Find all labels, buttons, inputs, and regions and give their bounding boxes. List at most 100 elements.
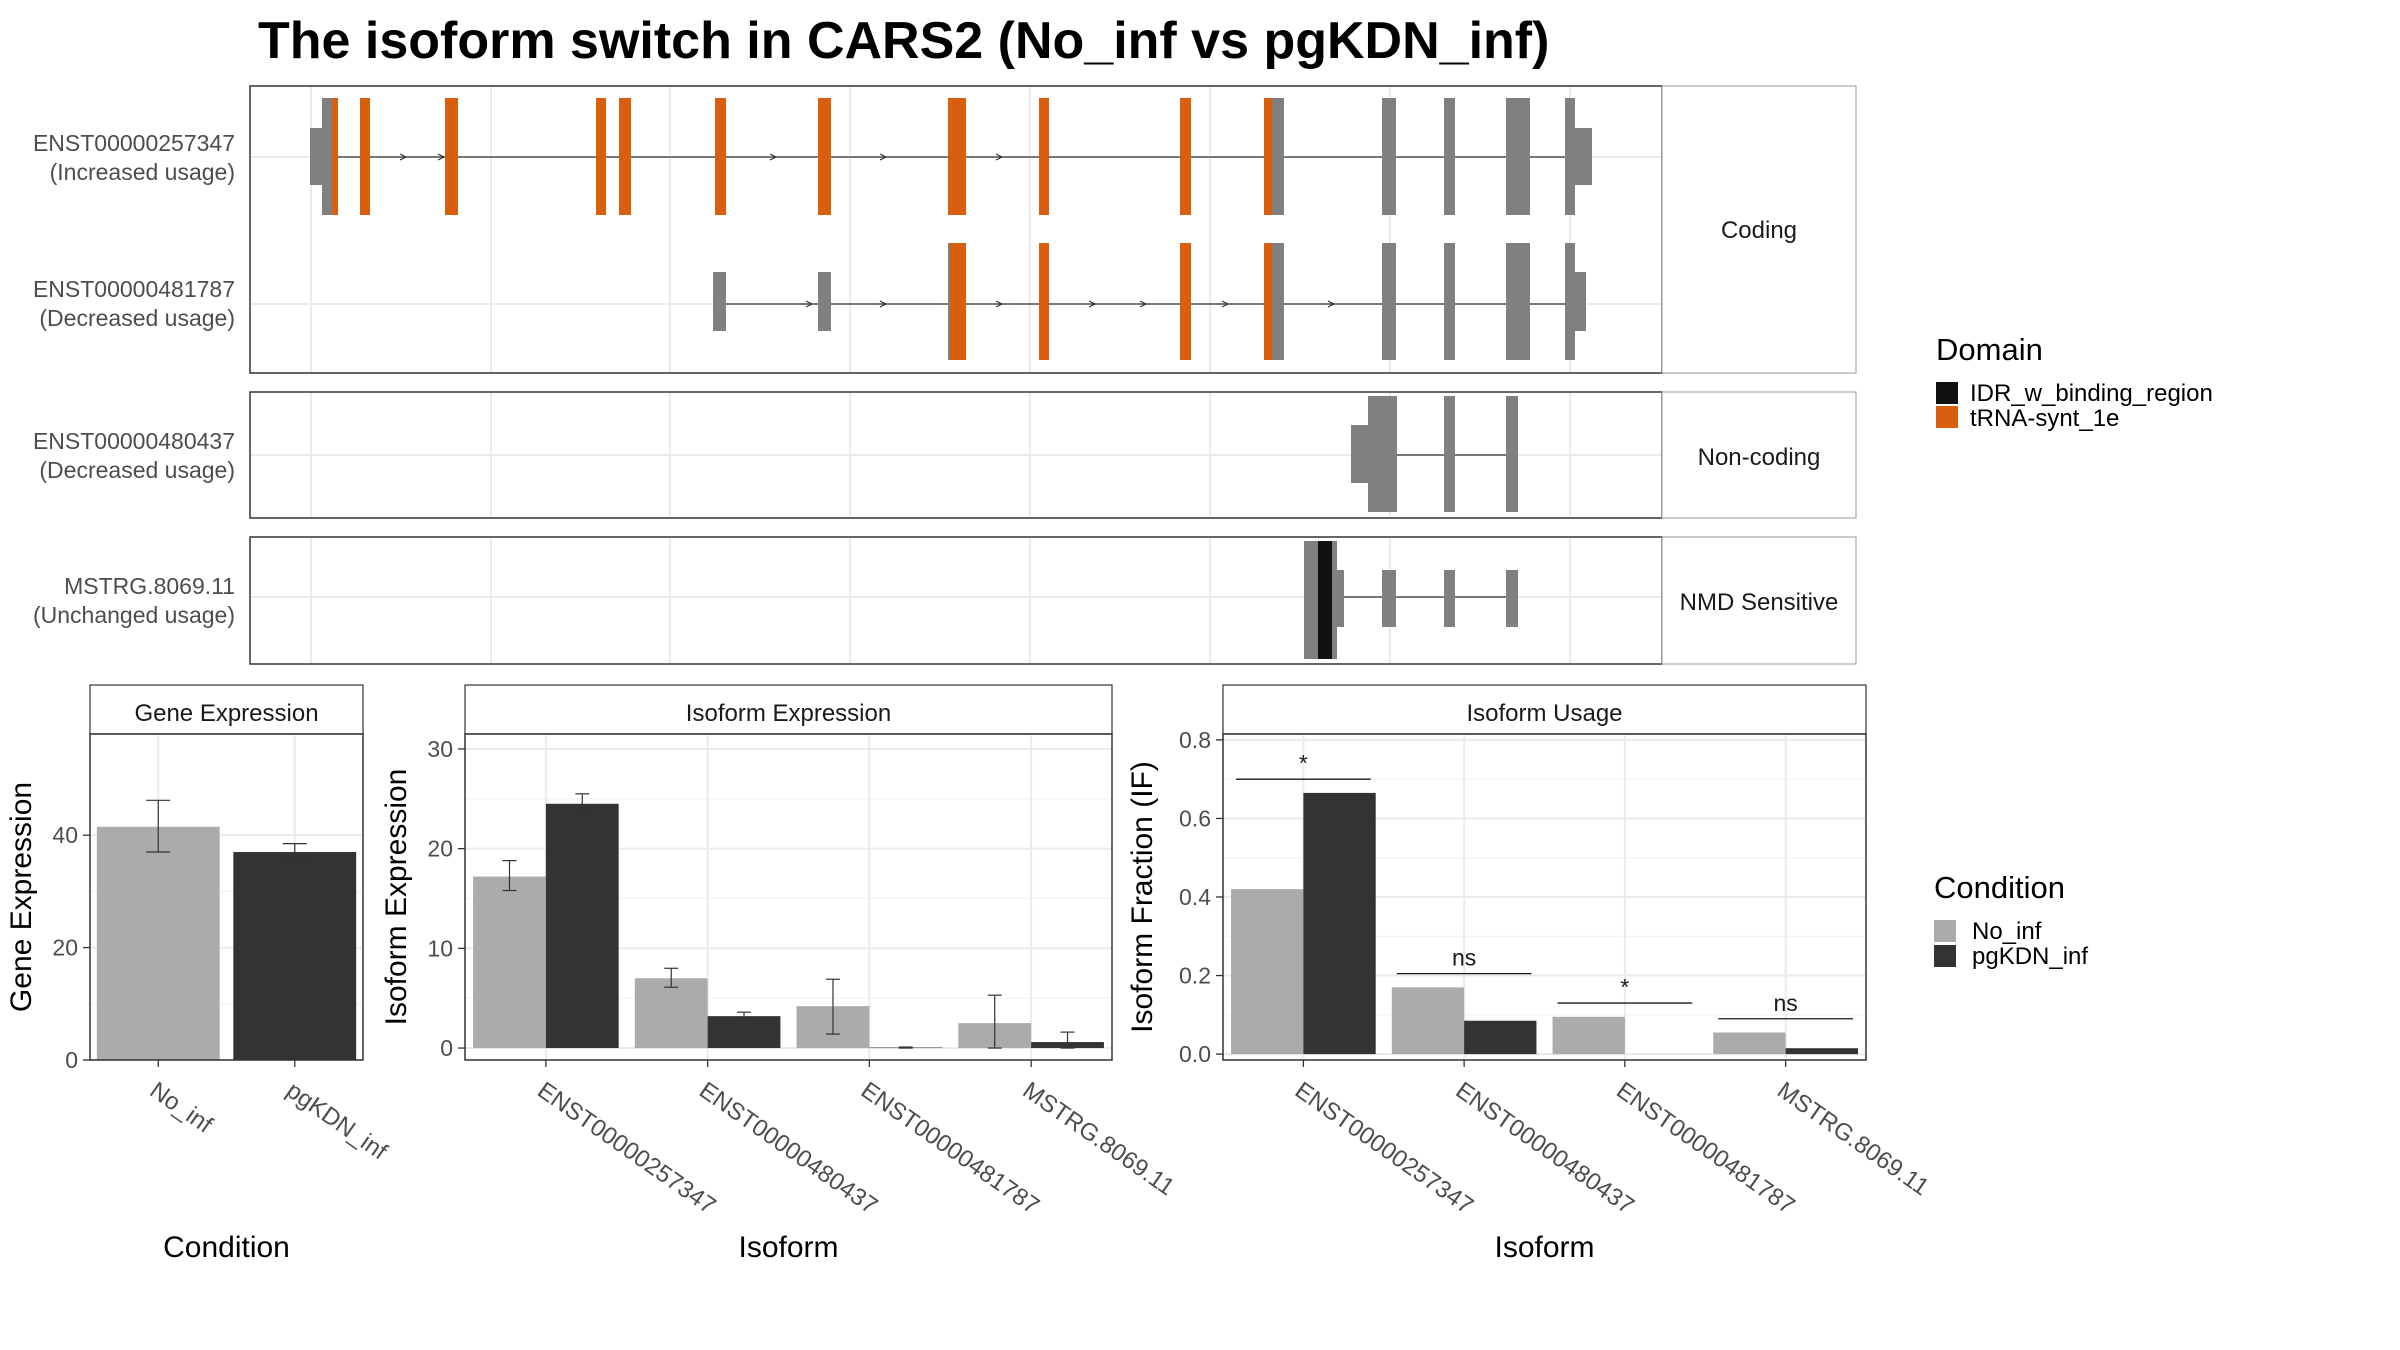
domain-legend: Domain IDR_w_binding_region tRNA-synt_1e: [1936, 332, 2213, 432]
y-tick-label: 0: [65, 1047, 78, 1073]
x-tick-label: pgKDN_inf: [281, 1077, 392, 1166]
bar-No_inf: [1231, 889, 1304, 1055]
domain-exon-trna: [332, 98, 338, 215]
exon-block: [1444, 243, 1455, 360]
condition-legend-label-no-inf: No_inf: [1972, 918, 2042, 945]
transcript-label-3-usage: (Decreased usage): [39, 457, 235, 483]
intron-direction-arrow: [399, 153, 408, 161]
y-tick-label: 10: [427, 935, 453, 961]
utr-block: [1506, 570, 1518, 627]
y-tick-label: 40: [52, 822, 78, 848]
intron-direction-arrow: [995, 153, 1004, 161]
panel-strip-title: Isoform Expression: [686, 700, 891, 727]
intron-direction-arrow: [879, 153, 888, 161]
bar-pgKDN_inf: [1303, 792, 1376, 1055]
domain-legend-label-trna: tRNA-synt_1e: [1970, 405, 2119, 432]
transcript-label-2-usage: (Decreased usage): [39, 305, 235, 331]
domain-legend-swatch-trna: [1936, 406, 1958, 428]
exon-block: [322, 98, 332, 215]
domain-exon-trna: [596, 98, 606, 215]
transcript-label-1-usage: (Increased usage): [50, 159, 235, 185]
significance-label: ns: [1452, 945, 1476, 971]
figure-title: The isoform switch in CARS2 (No_inf vs p…: [258, 12, 1549, 70]
isoform-usage-panel: Isoform Usage * ns * ns 0.0 0.2 0.4 0.6 0.8 ENST00…: [1126, 684, 1934, 1264]
condition-legend-title: Condition: [1934, 870, 2065, 905]
domain-legend-swatch-idr: [1936, 382, 1958, 404]
y-tick-label: 0.2: [1179, 963, 1211, 989]
intron-direction-arrow: [1221, 300, 1230, 308]
transcript-label-4-id: MSTRG.8069.11: [64, 573, 235, 599]
domain-exon-trna: [948, 98, 966, 215]
exon-block: [1506, 396, 1518, 512]
exon-block: [818, 272, 831, 331]
utr-block: [310, 128, 322, 185]
domain-exon-trna: [950, 243, 966, 360]
panel-strip-title: Gene Expression: [134, 700, 318, 727]
bar-No_inf: [634, 978, 708, 1049]
intron-direction-arrow: [437, 153, 446, 161]
panel-border: [464, 733, 1113, 1061]
bar-No_inf: [1391, 987, 1465, 1055]
facet-strip-non-coding: [1661, 391, 1857, 519]
transcript-structure-panel: Coding Non-coding NMD Sensitive ENST0000…: [33, 85, 1857, 665]
bar-pgKDN_inf: [233, 852, 357, 1060]
transcript-label-1-id: ENST00000257347: [33, 130, 235, 156]
domain-legend-label-idr: IDR_w_binding_region: [1970, 380, 2213, 407]
utr-block: [1575, 128, 1592, 185]
exon-block: [1565, 243, 1575, 360]
domain-exon-trna: [1264, 98, 1272, 215]
y-tick-label: 0.6: [1179, 805, 1211, 831]
x-tick-label: ENST00000481787: [856, 1077, 1044, 1220]
x-tick-label: No_inf: [145, 1077, 218, 1139]
utr-block: [1351, 425, 1368, 483]
transcript-label-3-id: ENST00000480437: [33, 428, 235, 454]
facet-label-non-coding: Non-coding: [1698, 444, 1821, 471]
x-tick-label: ENST00000480437: [1451, 1077, 1639, 1220]
y-tick-label: 30: [427, 736, 453, 762]
y-tick-label: 0: [440, 1035, 453, 1061]
y-axis-title: Isoform Expression: [380, 769, 413, 1026]
condition-legend-swatch-no-inf: [1934, 920, 1956, 942]
exon-block: [1444, 396, 1455, 512]
bar-No_inf: [96, 826, 220, 1060]
panel-strip-title: Isoform Usage: [1466, 700, 1622, 727]
domain-exon-trna: [1039, 98, 1049, 215]
panel-strip: [1222, 684, 1867, 735]
bar-pgKDN_inf: [1785, 1048, 1858, 1055]
bar-No_inf: [1552, 1016, 1625, 1055]
x-tick-label: ENST00000481787: [1611, 1077, 1799, 1220]
exon-block: [1382, 243, 1396, 360]
x-axis-title: Isoform: [738, 1231, 838, 1264]
domain-exon-trna: [1264, 243, 1272, 360]
exon-block: [1332, 541, 1337, 659]
x-tick-label: MSTRG.8069.11: [1018, 1077, 1180, 1201]
condition-legend-swatch-pgkdn-inf: [1934, 945, 1956, 967]
exon-block: [1506, 243, 1530, 360]
intron-direction-arrow: [995, 300, 1004, 308]
x-axis-title: Condition: [163, 1231, 290, 1264]
exon-block: [948, 243, 950, 360]
domain-exon-trna: [619, 98, 631, 215]
domain-exon-trna: [1180, 243, 1191, 360]
intron-direction-arrow: [1139, 300, 1148, 308]
domain-exon-idr: [1318, 541, 1332, 659]
y-tick-label: 20: [427, 836, 453, 862]
domain-exon-trna: [445, 98, 458, 215]
x-axis-title: Isoform: [1494, 1231, 1594, 1264]
x-tick-label: ENST00000480437: [694, 1077, 882, 1220]
significance-label: ns: [1773, 990, 1797, 1016]
facet-strip-coding: [1661, 85, 1857, 374]
exon-block: [1304, 541, 1318, 659]
panel-border: [89, 733, 364, 1061]
y-axis-title: Gene Expression: [5, 782, 38, 1012]
bar-No_inf: [473, 876, 546, 1049]
intron-direction-arrow: [1327, 300, 1336, 308]
domain-legend-title: Domain: [1936, 332, 2043, 367]
significance-label: *: [1299, 750, 1308, 776]
domain-exon-trna: [1180, 98, 1191, 215]
isoform-expression-panel: Isoform Expression 0 10 20 30 ENST00000257347…: [380, 684, 1180, 1264]
utr-block: [1382, 570, 1396, 627]
bar-pgKDN_inf: [545, 803, 619, 1049]
utr-block: [1337, 570, 1344, 627]
condition-legend: Condition No_inf pgKDN_inf: [1934, 870, 2088, 970]
